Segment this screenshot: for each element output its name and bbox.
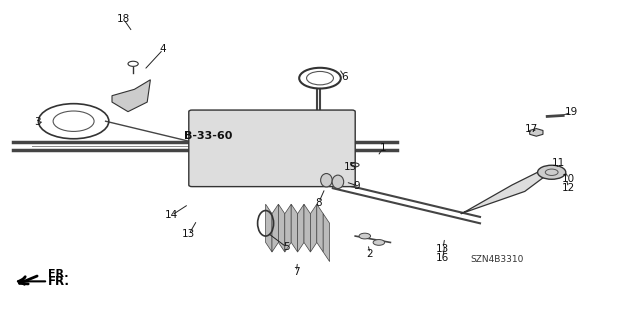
Text: 18: 18 [117,14,130,24]
Text: 12: 12 [562,182,575,193]
Polygon shape [298,204,304,252]
Text: 8: 8 [316,197,322,208]
Polygon shape [310,204,317,252]
Polygon shape [272,204,278,252]
Ellipse shape [321,174,332,187]
Text: 3: 3 [34,117,40,127]
Polygon shape [304,204,310,252]
Text: FR.: FR. [48,269,68,279]
Polygon shape [323,214,330,262]
Polygon shape [461,169,550,214]
Text: 19: 19 [565,107,578,117]
Circle shape [538,165,566,179]
Ellipse shape [332,175,344,189]
Text: 2: 2 [367,249,373,259]
Text: 15: 15 [344,162,357,173]
Text: 16: 16 [436,253,449,263]
Text: 10: 10 [562,174,575,184]
FancyBboxPatch shape [189,110,355,187]
Text: 7: 7 [293,267,300,277]
Text: 11: 11 [552,158,565,168]
Text: 17: 17 [525,124,538,134]
Polygon shape [285,204,291,252]
Text: B-33-60: B-33-60 [184,130,232,141]
Text: 6: 6 [341,71,348,82]
Polygon shape [112,80,150,112]
Circle shape [359,233,371,239]
Text: 1: 1 [380,143,386,153]
Text: 13: 13 [436,244,449,254]
Polygon shape [266,204,272,252]
Text: 4: 4 [160,44,166,55]
Text: 5: 5 [284,242,290,252]
Text: 13: 13 [182,229,195,240]
Polygon shape [317,204,323,252]
Text: 14: 14 [165,210,178,220]
Text: SZN4B3310: SZN4B3310 [470,256,524,264]
Polygon shape [291,204,298,252]
Circle shape [373,240,385,245]
Polygon shape [278,204,285,252]
Text: 9: 9 [354,181,360,191]
Text: FR.: FR. [48,275,70,288]
